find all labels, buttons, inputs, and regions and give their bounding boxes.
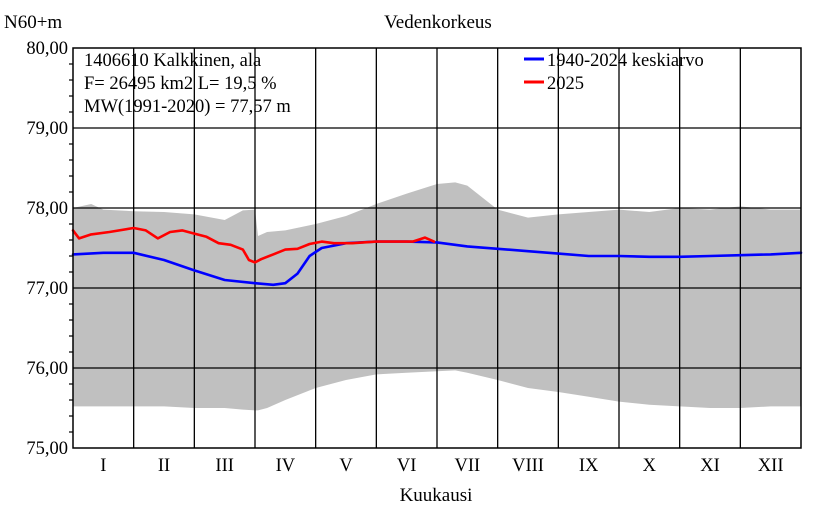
x-tick-label-XI: XI (700, 456, 720, 476)
x-axis-label: Kuukausi (400, 485, 473, 506)
y-tick-label: 76,00 (26, 359, 68, 379)
y-tick-label: 78,00 (26, 199, 68, 219)
plot-border (72, 47, 802, 449)
y-axis-label: N60+m (4, 12, 62, 33)
legend-label-2025: 2025 (547, 74, 584, 94)
y-tick-label: 80,00 (26, 39, 68, 59)
x-axis: I II III IV V VI VII VIII IX X XI XII (100, 456, 783, 476)
x-tick-label-III: III (215, 456, 233, 476)
y-tick-label: 79,00 (26, 119, 68, 139)
info-station: 1406610 Kalkkinen, ala (84, 51, 261, 71)
x-tick-label-IV: IV (276, 456, 296, 476)
x-tick-label-XII: XII (758, 456, 784, 476)
y-tick-label: 77,00 (26, 279, 68, 299)
y-tick-label: 75,00 (26, 439, 68, 459)
x-tick-label-V: V (339, 456, 353, 476)
x-tick-label-VIII: VIII (512, 456, 544, 476)
x-tick-label-VI: VI (397, 456, 417, 476)
x-tick-label-IX: IX (579, 456, 599, 476)
info-mean-level: MW(1991-2020) = 77,57 m (84, 97, 291, 117)
legend: 1940-2024 keskiarvo 2025 (524, 51, 704, 94)
x-tick-label-X: X (643, 456, 657, 476)
info-area: F= 26495 km2 L= 19,5 % (84, 74, 277, 94)
x-tick-label-VII: VII (454, 456, 480, 476)
chart-title: Vedenkorkeus (384, 12, 492, 33)
x-tick-label-I: I (100, 456, 106, 476)
y-axis: 75,00 76,00 77,00 78,00 79,00 80,00 (26, 39, 73, 459)
plot-area (71, 47, 803, 449)
series-line-1 (71, 226, 436, 264)
info-box: 1406610 Kalkkinen, ala F= 26495 km2 L= 1… (84, 51, 291, 117)
legend-label-mean: 1940-2024 keskiarvo (547, 51, 704, 71)
x-tick-label-II: II (158, 456, 170, 476)
